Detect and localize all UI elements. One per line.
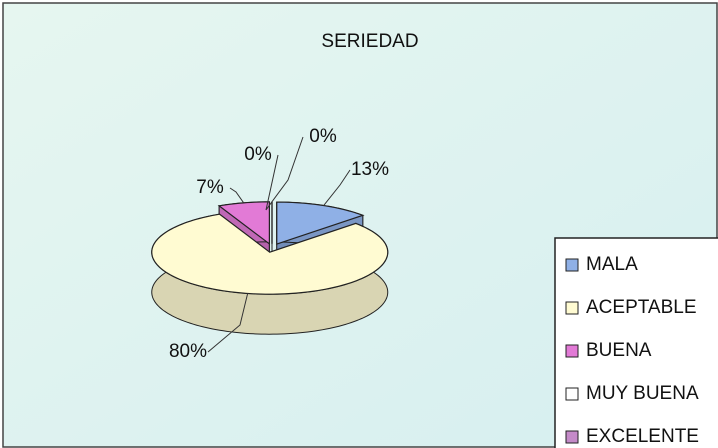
data-label: 7%: [196, 177, 224, 198]
data-label: 0%: [309, 126, 337, 147]
slice: [276, 201, 365, 245]
legend: [554, 237, 718, 448]
legend-label: BUENA: [586, 340, 652, 361]
legend-swatch: [565, 387, 579, 401]
legend-swatch: [565, 430, 579, 444]
leader-line: [265, 154, 279, 211]
legend-label: EXCELENTE: [586, 426, 699, 447]
leader-line: [207, 293, 249, 353]
legend-swatch: [565, 258, 579, 272]
leader-line: [323, 169, 351, 206]
chart-title: SERIEDAD: [321, 31, 418, 52]
legend-label: MUY BUENA: [586, 383, 699, 404]
legend-swatch: [565, 344, 579, 358]
legend-swatch: [565, 301, 579, 315]
data-label: 80%: [169, 341, 207, 362]
legend-label: ACEPTABLE: [586, 297, 697, 318]
leader-line: [229, 187, 245, 204]
data-label: 13%: [351, 159, 389, 180]
slice: [151, 213, 389, 295]
data-label: 0%: [244, 144, 272, 165]
leader-line: [271, 136, 304, 203]
legend-label: MALA: [586, 254, 638, 275]
